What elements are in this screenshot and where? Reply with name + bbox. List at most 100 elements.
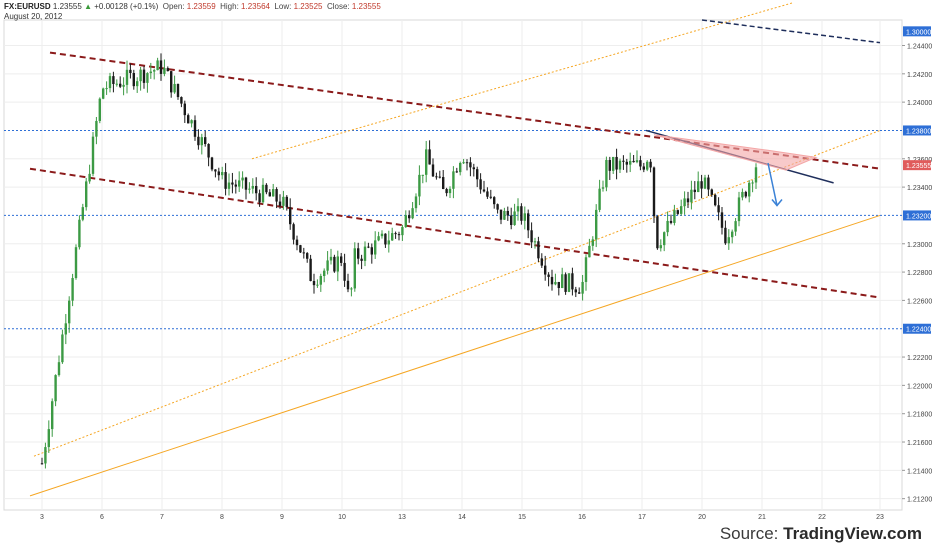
candle-down — [197, 136, 200, 146]
candle-up — [248, 188, 251, 190]
candle-down — [652, 167, 656, 217]
low-label: Low: — [274, 2, 292, 11]
candle-up — [85, 181, 88, 208]
candle-up — [754, 167, 758, 183]
candle-up — [741, 191, 744, 198]
candle-down — [129, 69, 132, 74]
candle-down — [275, 189, 278, 202]
candle-down — [710, 189, 713, 195]
x-tick-label: 7 — [160, 514, 164, 521]
candle-up — [227, 182, 231, 189]
candle-up — [374, 240, 377, 255]
open-label: Open: — [162, 2, 185, 11]
candle-down — [656, 216, 659, 249]
candle-up — [272, 189, 275, 197]
candle-down — [496, 204, 499, 210]
candle-up — [748, 182, 751, 197]
candle-up — [727, 237, 730, 244]
candle-up — [238, 180, 241, 187]
candle-down — [625, 161, 628, 165]
candle-up — [102, 88, 105, 99]
candle-down — [207, 144, 210, 158]
candle-down — [333, 256, 336, 272]
y-tick-label: 1.24000 — [907, 100, 932, 107]
candle-down — [292, 224, 295, 240]
rising-upper-line — [251, 2, 793, 160]
candle-up — [146, 73, 149, 83]
candle-down — [428, 149, 431, 165]
candle-down — [299, 245, 302, 253]
rising-mid-line — [33, 129, 881, 457]
y-tick-label: 1.22000 — [907, 383, 932, 390]
candle-up — [282, 196, 285, 206]
candle-up — [591, 239, 594, 246]
candle-up — [241, 177, 244, 181]
candle-down — [438, 176, 441, 178]
level-price-label: 1.22400 — [906, 327, 931, 334]
candle-up — [108, 76, 112, 89]
candle-down — [465, 162, 469, 164]
candle-up — [78, 219, 81, 248]
x-tick-label: 14 — [458, 514, 466, 521]
candle-down — [482, 189, 486, 192]
last-price-label: 1.23555 — [906, 163, 931, 170]
y-tick-label: 1.21200 — [907, 497, 932, 504]
candle-up — [452, 171, 455, 189]
candle-down — [506, 210, 509, 216]
open-value: 1.23559 — [186, 2, 216, 11]
candle-down — [244, 177, 248, 190]
candle-down — [343, 262, 346, 281]
candle-down — [714, 194, 717, 206]
top-dashed-line — [701, 19, 881, 44]
price-axis[interactable]: 1.244001.242001.240001.236001.234001.230… — [902, 26, 932, 504]
candle-down — [255, 185, 258, 194]
candle-up — [156, 60, 159, 71]
candle-up — [629, 160, 632, 165]
candle-down — [717, 205, 720, 213]
candle-down — [724, 227, 727, 244]
y-tick-label: 1.22600 — [907, 298, 932, 305]
candle-down — [557, 282, 560, 289]
candle-up — [646, 161, 649, 170]
candle-down — [649, 161, 652, 168]
candle-down — [615, 156, 618, 170]
candle-up — [51, 401, 54, 430]
x-tick-label: 8 — [220, 514, 224, 521]
candle-up — [316, 284, 319, 286]
candle-up — [448, 188, 452, 194]
x-tick-label: 15 — [518, 514, 526, 521]
candle-down — [234, 184, 237, 187]
candle-down — [210, 157, 214, 170]
candle-up — [659, 245, 662, 249]
candle-down — [486, 191, 489, 197]
candle-down — [574, 289, 577, 293]
x-tick-label: 13 — [398, 514, 406, 521]
candle-down — [306, 253, 309, 259]
candle-up — [598, 188, 601, 210]
symbol-label[interactable]: FX:EURUSD — [4, 2, 51, 11]
candle-up — [421, 174, 424, 176]
candle-up — [418, 174, 421, 197]
high-value: 1.23564 — [241, 2, 270, 11]
x-tick-label: 23 — [876, 514, 884, 521]
candle-up — [516, 206, 520, 212]
x-tick-label: 9 — [280, 514, 284, 521]
candle-down — [285, 196, 288, 208]
time-axis[interactable]: 3 6 7 8 9 10 13 14 15 16 17 20 21 22 23 — [40, 514, 884, 521]
candle-down — [544, 265, 547, 275]
candle-down — [435, 176, 438, 178]
candle-down — [469, 162, 472, 168]
candle-up — [561, 274, 564, 289]
candle-down — [693, 189, 696, 193]
candle-down — [676, 210, 679, 214]
candle-down — [166, 68, 169, 72]
candle-up — [690, 189, 693, 203]
candle-up — [673, 210, 676, 223]
candle-up — [363, 246, 367, 261]
high-label: High: — [220, 2, 239, 11]
candle-up — [404, 215, 407, 228]
candle-up — [71, 278, 74, 301]
candle-up — [64, 323, 67, 335]
candle-down — [707, 177, 710, 190]
